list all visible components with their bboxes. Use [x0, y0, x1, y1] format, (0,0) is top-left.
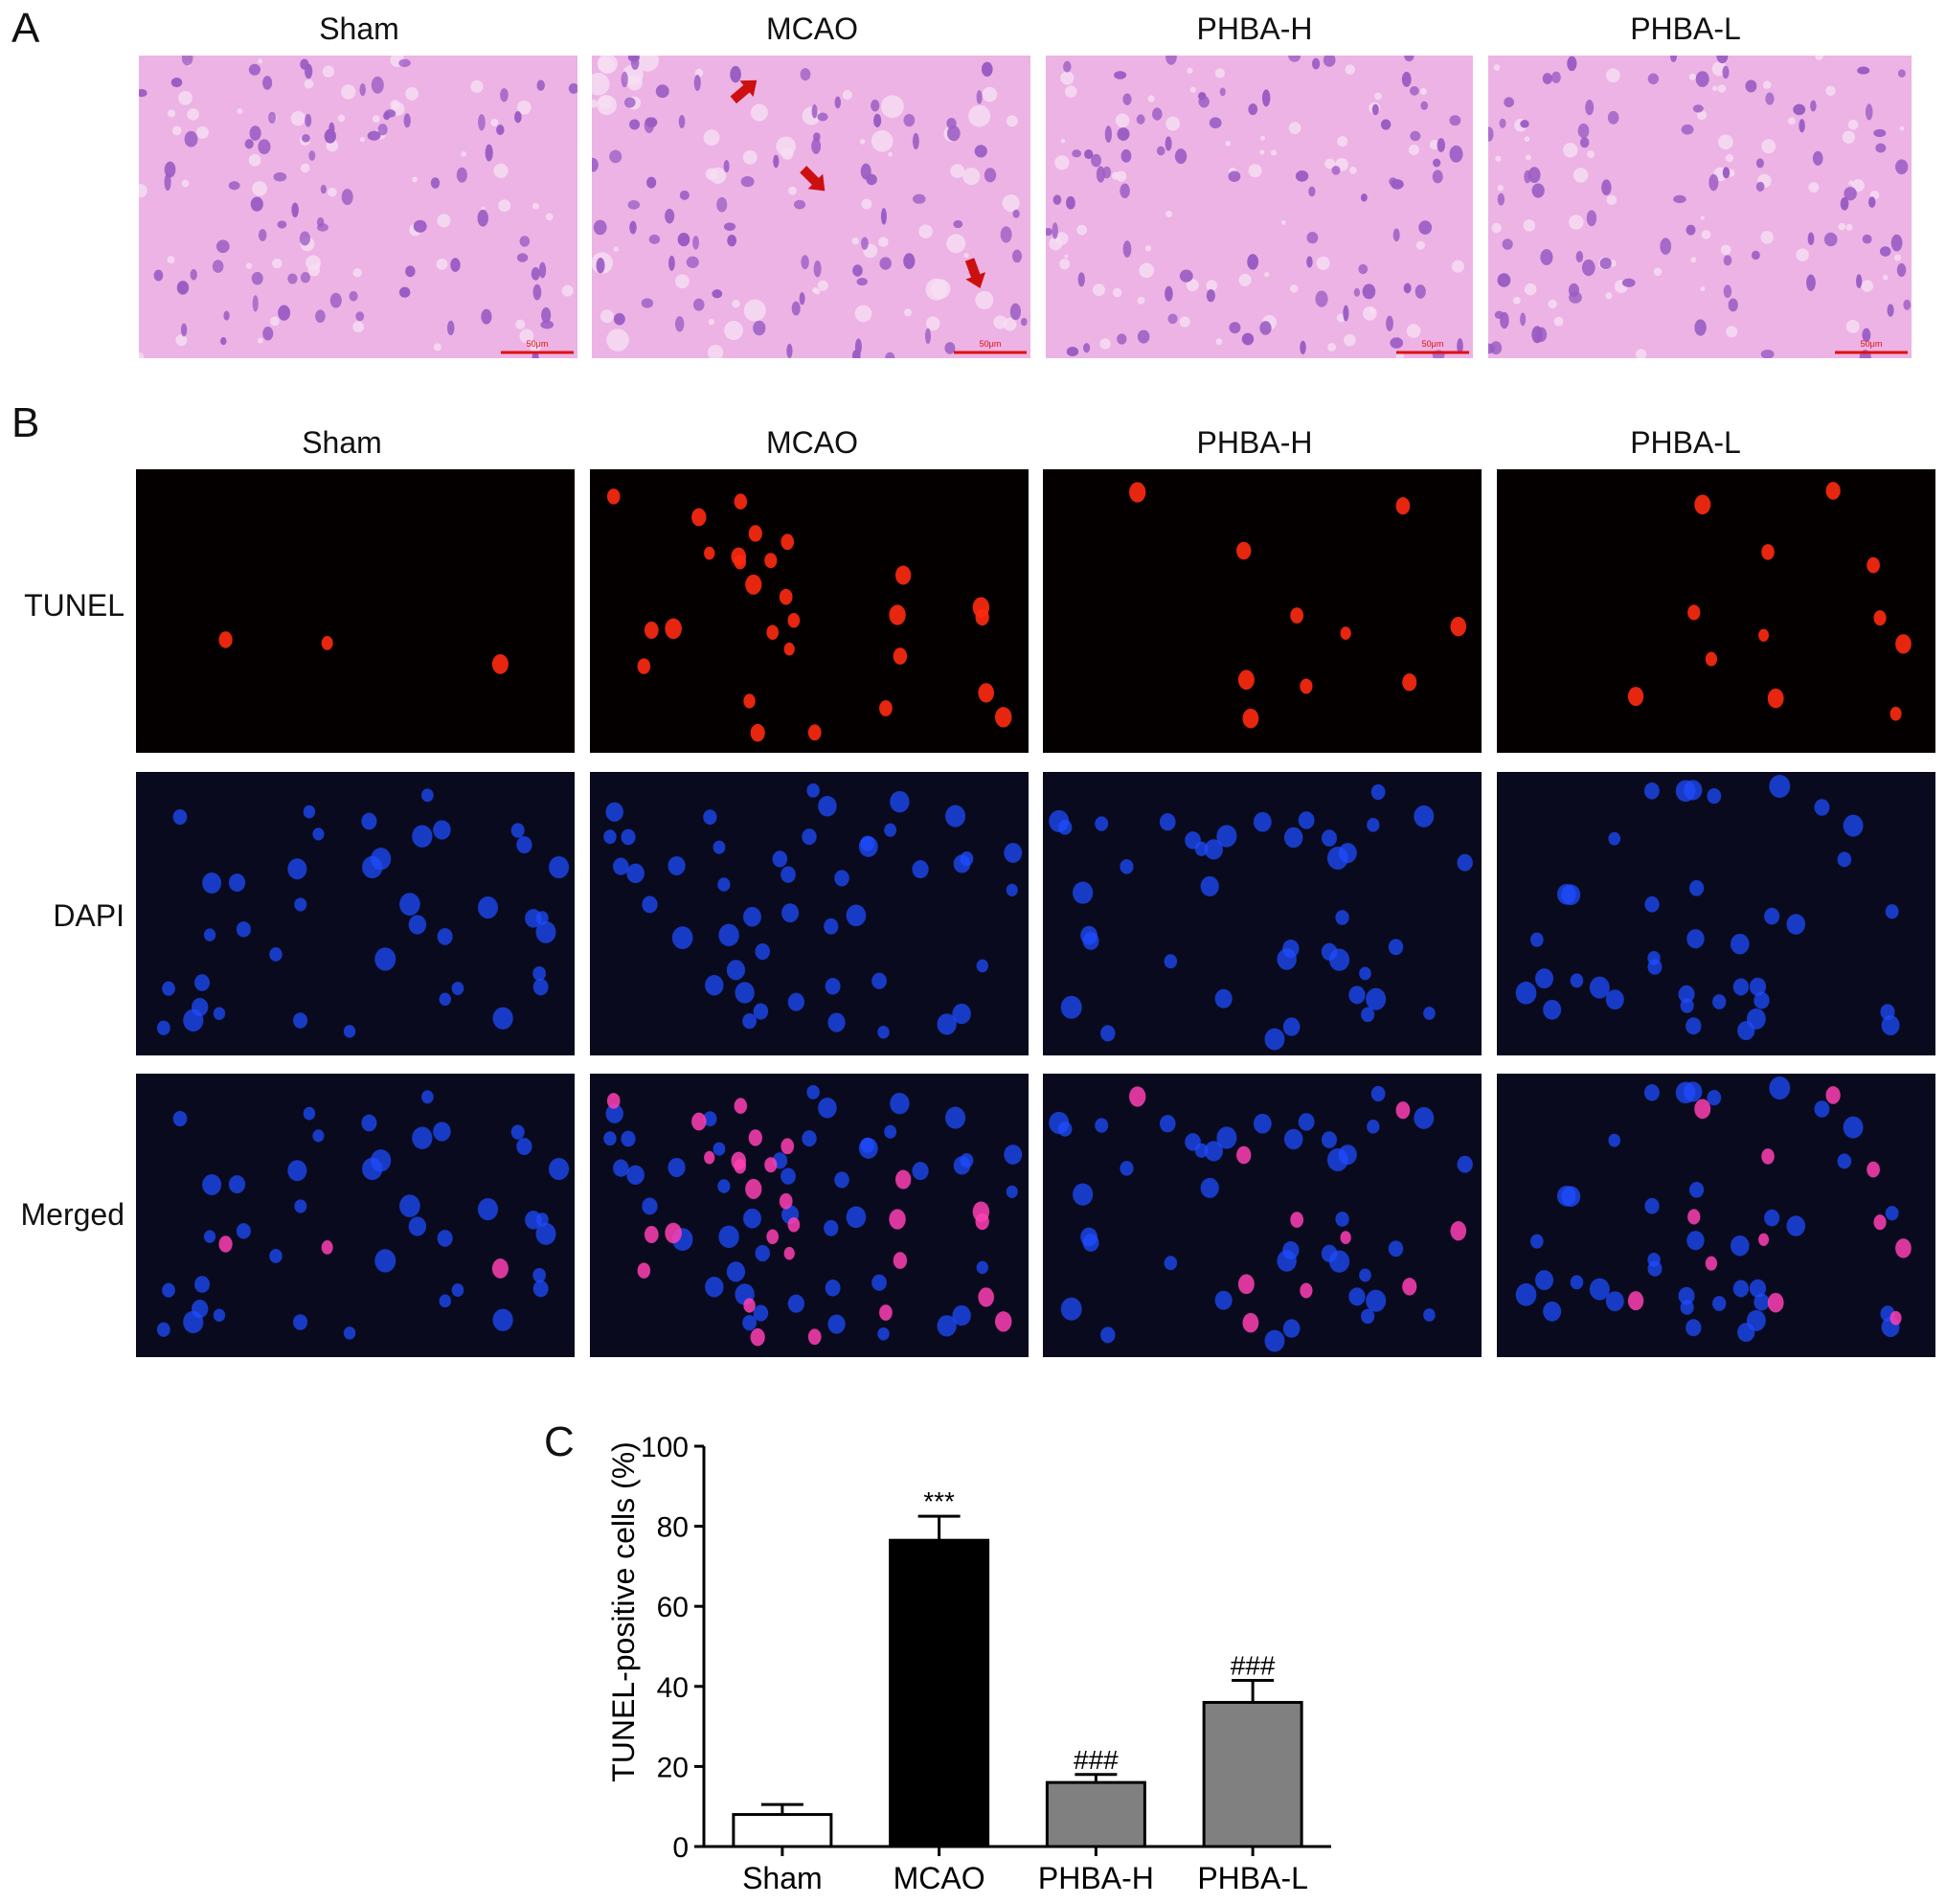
panel-b-col-label-sham: Sham	[302, 425, 382, 460]
annotation-phba-h: ###	[1074, 1745, 1119, 1775]
row-label-tunel: TUNEL	[24, 588, 124, 623]
he-image-phba-h: 50μm	[1046, 56, 1473, 358]
scale-bar-label: 50μm	[527, 339, 549, 349]
panel-a-col-label-mcao: MCAO	[766, 11, 858, 46]
he-image-phba-l: 50μm	[1488, 56, 1912, 358]
fluorescence-image-dapi-phba-l	[1497, 772, 1935, 1055]
bar-2	[1045, 1780, 1146, 1848]
y-tick-label: 40	[657, 1672, 689, 1704]
panel-b-col-label-phba-l: PHBA-L	[1630, 425, 1741, 460]
fluorescence-image-merged-sham	[136, 1074, 575, 1357]
bar-chart: TUNEL-positive cells (%) *** ### ### Sha…	[606, 1432, 1331, 1895]
x-tick-label-phba-l: PHBA-L	[1197, 1861, 1308, 1895]
fluorescence-image-merged-phba-h	[1043, 1074, 1482, 1357]
x-tick-label-mcao: MCAO	[894, 1861, 985, 1895]
scale-bar-label: 50μm	[1422, 339, 1444, 349]
scale-bar-label: 50μm	[1861, 339, 1883, 349]
panel-b-col-label-mcao: MCAO	[766, 425, 858, 460]
panel-a-letter: A	[11, 5, 40, 52]
bar-3	[1202, 1701, 1303, 1848]
panel-a-col-label-sham: Sham	[319, 11, 399, 46]
fluorescence-image-tunel-mcao	[590, 469, 1029, 753]
fluorescence-image-merged-phba-l	[1497, 1074, 1935, 1357]
y-tick-label: 0	[672, 1832, 689, 1864]
he-image-sham: 50μm	[139, 56, 577, 358]
red-arrow-icon	[800, 166, 826, 192]
fluorescence-image-dapi-phba-h	[1043, 772, 1482, 1055]
red-arrow-icon	[964, 258, 986, 289]
panel-a-col-label-phba-h: PHBA-H	[1196, 11, 1313, 46]
y-tick-label: 60	[657, 1592, 689, 1623]
fluorescence-image-dapi-mcao	[590, 772, 1029, 1055]
y-tick-label: 20	[657, 1752, 689, 1783]
panel-b-col-label-phba-h: PHBA-H	[1196, 425, 1313, 460]
panel-c-letter: C	[544, 1418, 575, 1465]
red-arrow-icon	[730, 79, 758, 104]
y-axis-label: TUNEL-positive cells (%)	[606, 1441, 641, 1782]
he-image-mcao: 50μm	[592, 56, 1030, 358]
bar-1	[889, 1538, 990, 1848]
row-label-dapi: DAPI	[53, 898, 124, 933]
panel-a-col-label-phba-l: PHBA-L	[1630, 11, 1741, 46]
annotation-mcao: ***	[923, 1486, 955, 1516]
y-tick-label: 80	[657, 1512, 689, 1544]
fluorescence-image-tunel-sham	[136, 469, 575, 753]
panel-b-letter: B	[11, 399, 40, 446]
x-tick-label-sham: Sham	[742, 1861, 823, 1895]
bar-0	[732, 1813, 833, 1848]
fluorescence-image-tunel-phba-h	[1043, 469, 1482, 753]
y-tick-label: 100	[641, 1432, 689, 1463]
fluorescence-image-tunel-phba-l	[1497, 469, 1935, 753]
fluorescence-image-merged-mcao	[590, 1074, 1029, 1357]
annotation-phba-l: ###	[1231, 1651, 1276, 1681]
fluorescence-image-dapi-sham	[136, 772, 575, 1055]
row-label-merged: Merged	[20, 1197, 125, 1232]
scale-bar-label: 50μm	[980, 339, 1002, 349]
x-tick-label-phba-h: PHBA-H	[1038, 1861, 1154, 1895]
